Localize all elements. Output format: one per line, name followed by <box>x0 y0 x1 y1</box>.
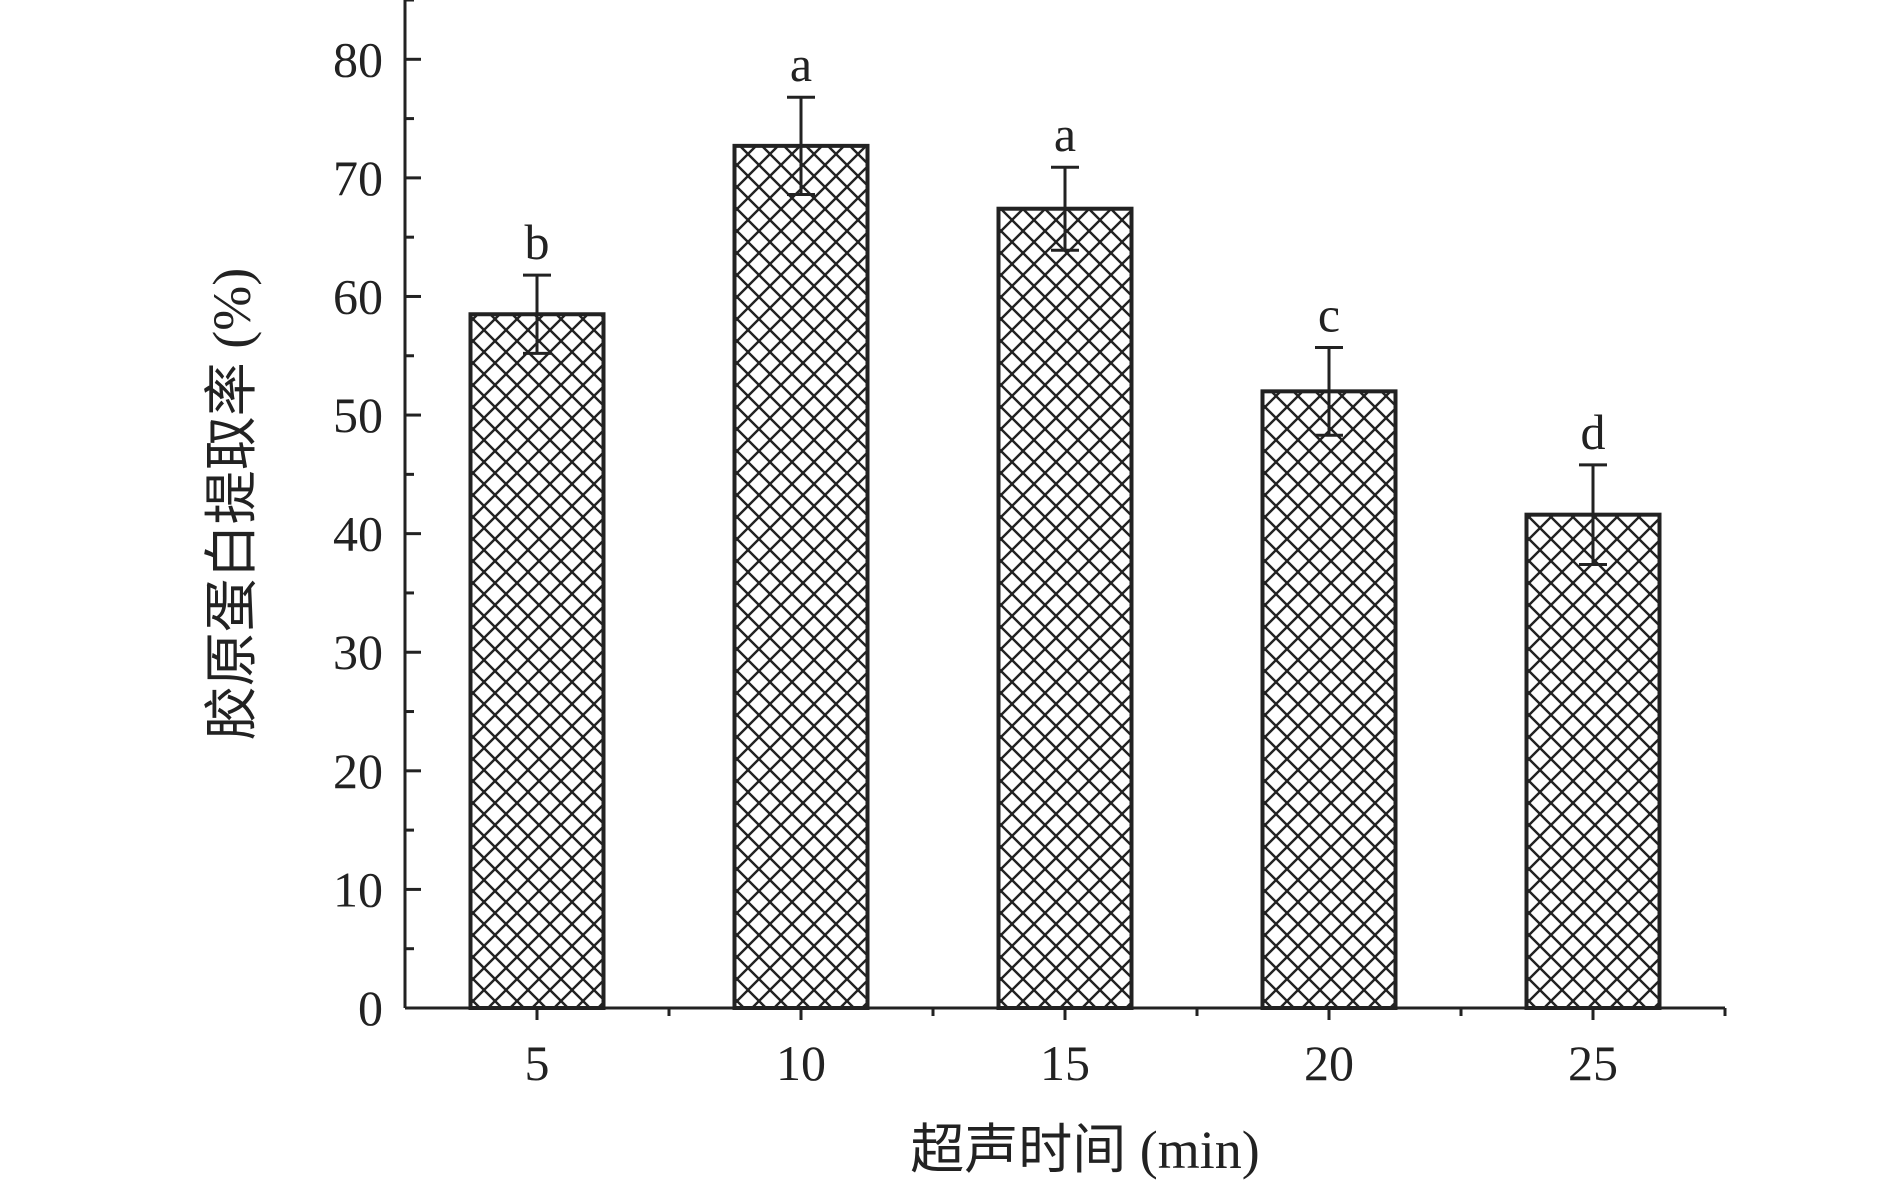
significance-label-10: a <box>790 36 812 92</box>
y-axis-title: 胶原蛋白提取率 (%) <box>202 268 262 740</box>
x-tick-label-20: 20 <box>1304 1035 1354 1091</box>
labels-layer: b a a c d 0 10 20 30 40 50 60 70 80 5 10 15 20 25 超声时间 (min… <box>202 31 1618 1180</box>
significance-label-25: d <box>1581 404 1606 460</box>
x-axis-title: 超声时间 (min) <box>910 1120 1259 1180</box>
y-tick-label-20: 20 <box>333 743 383 799</box>
x-tick-label-10: 10 <box>776 1035 826 1091</box>
significance-label-5: b <box>525 214 550 270</box>
y-tick-label-50: 50 <box>333 387 383 443</box>
bar-5 <box>468 312 606 1010</box>
bar-25 <box>1524 512 1662 1010</box>
significance-label-15: a <box>1054 106 1076 162</box>
y-tick-label-0: 0 <box>358 980 383 1036</box>
bars-layer <box>468 95 1662 1011</box>
y-tick-label-60: 60 <box>333 268 383 324</box>
y-tick-label-80: 80 <box>333 31 383 87</box>
y-tick-label-40: 40 <box>333 506 383 562</box>
significance-label-20: c <box>1318 286 1340 342</box>
bar-15 <box>996 206 1134 1011</box>
bar-20 <box>1260 389 1398 1010</box>
bar-10 <box>732 143 870 1010</box>
x-tick-label-5: 5 <box>525 1035 550 1091</box>
x-tick-label-15: 15 <box>1040 1035 1090 1091</box>
axes-layer <box>403 0 1727 1020</box>
y-tick-label-70: 70 <box>333 150 383 206</box>
y-tick-label-10: 10 <box>333 861 383 917</box>
y-tick-label-30: 30 <box>333 624 383 680</box>
x-tick-label-25: 25 <box>1568 1035 1618 1091</box>
